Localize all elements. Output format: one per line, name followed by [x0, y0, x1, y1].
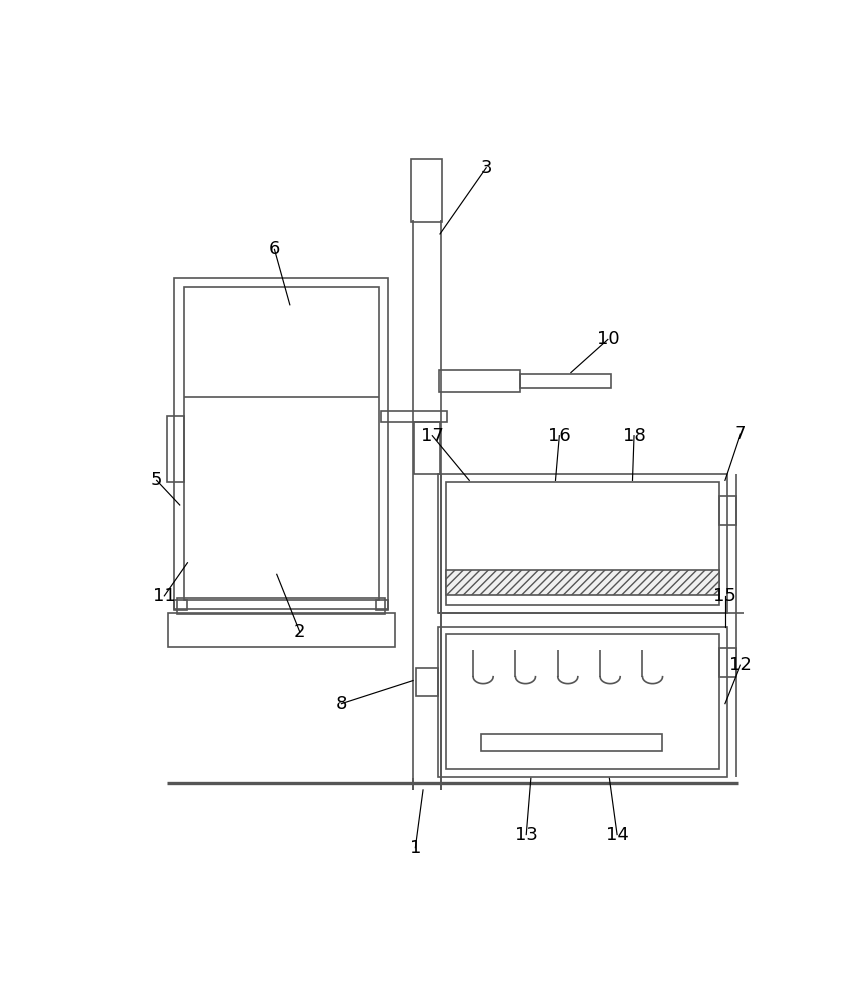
Text: 6: 6 — [269, 240, 280, 258]
Text: 5: 5 — [151, 471, 162, 489]
Text: 8: 8 — [335, 695, 346, 713]
Bar — [411, 158, 442, 222]
Text: 16: 16 — [548, 427, 570, 445]
Text: 13: 13 — [514, 826, 537, 844]
Bar — [438, 370, 519, 392]
Text: 10: 10 — [596, 330, 618, 348]
Bar — [519, 374, 610, 388]
Bar — [177, 598, 385, 614]
Text: 18: 18 — [622, 427, 645, 445]
Bar — [183, 287, 379, 600]
Text: 14: 14 — [605, 826, 628, 844]
Text: 7: 7 — [734, 425, 746, 443]
Text: 1: 1 — [409, 839, 421, 857]
Bar — [414, 422, 439, 474]
Text: 2: 2 — [293, 623, 305, 641]
Bar — [174, 278, 388, 609]
Text: 11: 11 — [153, 587, 176, 605]
Bar — [168, 613, 394, 647]
Text: 15: 15 — [712, 587, 735, 605]
Bar — [445, 570, 718, 595]
Text: 3: 3 — [480, 159, 491, 177]
Bar — [445, 634, 718, 769]
Bar — [375, 600, 388, 610]
Text: 12: 12 — [728, 656, 751, 674]
Bar — [166, 416, 183, 482]
Bar — [415, 668, 437, 696]
Bar — [438, 627, 727, 777]
Bar — [718, 496, 735, 525]
Bar — [380, 411, 446, 422]
Bar — [174, 600, 187, 610]
Bar — [438, 474, 727, 613]
Bar — [445, 482, 718, 605]
Bar — [480, 734, 661, 751]
Text: 17: 17 — [421, 427, 444, 445]
Bar — [718, 648, 735, 677]
